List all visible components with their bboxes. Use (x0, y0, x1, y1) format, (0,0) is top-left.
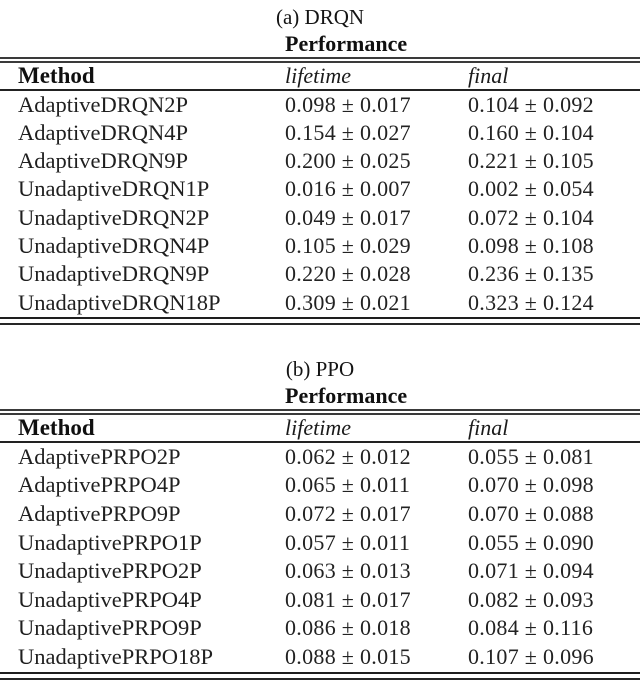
final-cell: 0.082 ± 0.093 (468, 586, 594, 612)
table-row: UnadaptiveDRQN9P 0.220 ± 0.028 0.236 ± 0… (0, 260, 640, 288)
column-header-final: final (468, 414, 509, 440)
lifetime-cell: 0.088 ± 0.015 (285, 644, 411, 670)
method-cell: UnadaptivePRPO18P (18, 644, 214, 670)
final-cell: 0.160 ± 0.104 (468, 119, 594, 145)
table-row: AdaptivePRPO2P 0.062 ± 0.012 0.055 ± 0.0… (0, 443, 640, 472)
lifetime-cell: 0.105 ± 0.029 (285, 232, 411, 258)
lifetime-cell: 0.154 ± 0.027 (285, 119, 411, 145)
column-header-lifetime: lifetime (285, 414, 351, 440)
column-header-lifetime: lifetime (285, 62, 351, 88)
column-header-method: Method (18, 62, 95, 88)
final-cell: 0.104 ± 0.092 (468, 91, 594, 117)
final-cell: 0.071 ± 0.094 (468, 558, 594, 584)
performance-group-header: Performance (285, 31, 408, 56)
rule-line (0, 409, 640, 411)
final-cell: 0.221 ± 0.105 (468, 148, 594, 174)
table-row: UnadaptiveDRQN18P 0.309 ± 0.021 0.323 ± … (0, 289, 640, 317)
lifetime-cell: 0.049 ± 0.017 (285, 204, 411, 230)
method-cell: UnadaptivePRPO4P (18, 586, 202, 612)
method-cell: UnadaptivePRPO2P (18, 558, 202, 584)
lifetime-cell: 0.072 ± 0.017 (285, 501, 411, 527)
table-row: UnadaptivePRPO1P 0.057 ± 0.011 0.055 ± 0… (0, 529, 640, 558)
table-bottom-rule (0, 316, 640, 326)
table-row: AdaptiveDRQN9P 0.200 ± 0.025 0.221 ± 0.1… (0, 147, 640, 175)
table-row: UnadaptivePRPO4P 0.081 ± 0.017 0.082 ± 0… (0, 586, 640, 615)
final-cell: 0.098 ± 0.108 (468, 232, 594, 258)
table-row: UnadaptiveDRQN2P 0.049 ± 0.017 0.072 ± 0… (0, 204, 640, 232)
final-cell: 0.055 ± 0.081 (468, 443, 594, 469)
rule-line (0, 316, 640, 319)
method-cell: AdaptivePRPO4P (18, 472, 181, 498)
final-cell: 0.323 ± 0.124 (468, 289, 594, 315)
method-cell: UnadaptiveDRQN18P (18, 289, 221, 315)
table-row: AdaptivePRPO4P 0.065 ± 0.011 0.070 ± 0.0… (0, 471, 640, 500)
lifetime-cell: 0.081 ± 0.017 (285, 586, 411, 612)
results-table-ppo: (b) PPO Performance Method lifetime fina… (0, 357, 640, 681)
rule-line (0, 61, 640, 63)
table-row: AdaptivePRPO9P 0.072 ± 0.017 0.070 ± 0.0… (0, 500, 640, 529)
column-header-method: Method (18, 414, 95, 440)
final-cell: 0.070 ± 0.088 (468, 501, 594, 527)
method-cell: AdaptiveDRQN4P (18, 119, 188, 145)
final-cell: 0.002 ± 0.054 (468, 176, 594, 202)
method-cell: AdaptivePRPO2P (18, 443, 181, 469)
lifetime-cell: 0.086 ± 0.018 (285, 615, 411, 641)
table-row: UnadaptivePRPO2P 0.063 ± 0.013 0.071 ± 0… (0, 557, 640, 586)
table-caption: (a) DRQN (275, 5, 365, 29)
group-header-row: Performance (0, 383, 640, 409)
method-cell: AdaptivePRPO9P (18, 501, 181, 527)
lifetime-cell: 0.200 ± 0.025 (285, 148, 411, 174)
method-cell: UnadaptiveDRQN4P (18, 232, 210, 258)
lifetime-cell: 0.063 ± 0.013 (285, 558, 411, 584)
final-cell: 0.107 ± 0.096 (468, 644, 594, 670)
final-cell: 0.055 ± 0.090 (468, 529, 594, 555)
final-cell: 0.084 ± 0.116 (468, 615, 594, 641)
rule-line (0, 671, 640, 674)
lifetime-cell: 0.309 ± 0.021 (285, 289, 411, 315)
rule-line (0, 677, 640, 681)
table-row: AdaptiveDRQN2P 0.098 ± 0.017 0.104 ± 0.0… (0, 91, 640, 119)
header-separator-rule (0, 440, 640, 443)
rule-line (0, 322, 640, 326)
lifetime-cell: 0.220 ± 0.028 (285, 261, 411, 287)
method-cell: UnadaptiveDRQN2P (18, 204, 210, 230)
table-row: UnadaptivePRPO18P 0.088 ± 0.015 0.107 ± … (0, 643, 640, 672)
lifetime-cell: 0.062 ± 0.012 (285, 443, 411, 469)
lifetime-cell: 0.016 ± 0.007 (285, 176, 411, 202)
lifetime-cell: 0.098 ± 0.017 (285, 91, 411, 117)
method-cell: UnadaptiveDRQN9P (18, 261, 210, 287)
performance-group-header: Performance (285, 383, 408, 409)
column-header-row: Method lifetime final (0, 63, 640, 89)
final-cell: 0.072 ± 0.104 (468, 204, 594, 230)
column-header-row: Method lifetime final (0, 415, 640, 441)
method-cell: UnadaptivePRPO1P (18, 529, 202, 555)
column-header-final: final (468, 62, 509, 88)
method-cell: UnadaptivePRPO9P (18, 615, 202, 641)
group-header-row: Performance (0, 31, 640, 57)
rule-line (0, 57, 640, 59)
table-body: AdaptivePRPO2P 0.062 ± 0.012 0.055 ± 0.0… (0, 443, 640, 672)
table-bottom-rule (0, 671, 640, 681)
table-row: AdaptiveDRQN4P 0.154 ± 0.027 0.160 ± 0.1… (0, 119, 640, 147)
table-row: UnadaptiveDRQN4P 0.105 ± 0.029 0.098 ± 0… (0, 232, 640, 260)
table-row: UnadaptivePRPO9P 0.086 ± 0.018 0.084 ± 0… (0, 614, 640, 643)
table-top-rule (0, 409, 640, 415)
final-cell: 0.070 ± 0.098 (468, 472, 594, 498)
method-cell: AdaptiveDRQN2P (18, 91, 188, 117)
method-cell: AdaptiveDRQN9P (18, 148, 188, 174)
table-caption: (b) PPO (285, 357, 355, 382)
table-top-rule (0, 57, 640, 63)
results-table-drqn: (a) DRQN Performance Method lifetime fin… (0, 5, 640, 326)
lifetime-cell: 0.065 ± 0.011 (285, 472, 411, 498)
final-cell: 0.236 ± 0.135 (468, 261, 594, 287)
rule-line (0, 413, 640, 415)
lifetime-cell: 0.057 ± 0.011 (285, 529, 411, 555)
table-body: AdaptiveDRQN2P 0.098 ± 0.017 0.104 ± 0.0… (0, 91, 640, 317)
header-separator-rule (0, 88, 640, 91)
method-cell: UnadaptiveDRQN1P (18, 176, 210, 202)
table-row: UnadaptiveDRQN1P 0.016 ± 0.007 0.002 ± 0… (0, 175, 640, 203)
